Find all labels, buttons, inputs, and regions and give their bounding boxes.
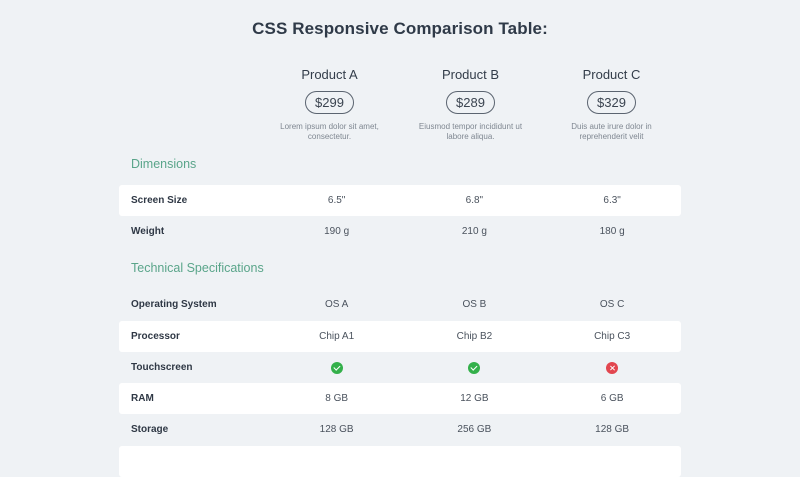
- row-label: Screen Size: [131, 195, 188, 206]
- table-cell: OS B: [462, 299, 487, 310]
- table-row-storage: Storage 128 GB 256 GB 128 GB: [119, 414, 681, 445]
- product-description: Eiusmod tempor incididunt ut labore aliq…: [418, 122, 523, 141]
- price-badge: $299: [305, 91, 354, 114]
- table-row-ram: RAM 8 GB 12 GB 6 GB: [119, 383, 681, 414]
- table-cell: [406, 361, 544, 374]
- table-cell: 180 g: [599, 226, 625, 237]
- section-title-dimensions: Dimensions: [131, 157, 197, 171]
- table-cell: Chip B2: [456, 331, 493, 342]
- product-description: Duis aute irure dolor in reprehenderit v…: [571, 122, 652, 141]
- table-cell: 6.5": [327, 195, 346, 206]
- row-label: Processor: [131, 331, 180, 342]
- table-row-weight: Weight 190 g 210 g 180 g: [119, 216, 681, 247]
- table-cell: 6 GB: [600, 393, 624, 404]
- price-badge: $289: [446, 91, 495, 114]
- table-cell: [268, 361, 406, 374]
- row-label: Operating System: [131, 299, 217, 310]
- table-cell: Chip A1: [319, 331, 355, 342]
- table-row-operating-system: Operating System OS A OS B OS C: [119, 289, 681, 320]
- table-cell: 8 GB: [325, 393, 349, 404]
- cross-icon: [606, 361, 619, 374]
- table-row-screen-size: Screen Size 6.5" 6.8" 6.3": [119, 185, 681, 216]
- product-a-column: Product A $299 Lorem ipsum dolor sit ame…: [259, 66, 400, 142]
- table-cell: OS A: [324, 299, 349, 310]
- table-cell: 190 g: [324, 226, 350, 237]
- row-label: RAM: [131, 393, 154, 404]
- product-b-column: Product B $289 Eiusmod tempor incididunt…: [400, 66, 541, 142]
- table-cell: [543, 361, 681, 374]
- table-cell: 128 GB: [595, 424, 630, 435]
- price-badge: $329: [587, 91, 636, 114]
- table-cell: 128 GB: [319, 424, 354, 435]
- table-row-processor: Processor Chip A1 Chip B2 Chip C3: [119, 321, 681, 352]
- table-cell: 210 g: [461, 226, 487, 237]
- table-cell: 6.8": [465, 195, 484, 206]
- product-name: Product A: [301, 67, 358, 82]
- row-label: Weight: [131, 226, 165, 237]
- table-row-touchscreen: Touchscreen: [119, 352, 681, 383]
- page-title: CSS Responsive Comparison Table:: [252, 19, 548, 38]
- row-label: Touchscreen: [131, 362, 193, 373]
- table-row-next: [119, 446, 681, 477]
- table-cell: 6.3": [603, 195, 621, 206]
- section-title-technical-specifications: Technical Specifications: [131, 261, 264, 275]
- check-icon: [468, 361, 481, 374]
- table-cell: OS C: [599, 299, 625, 310]
- row-label: Storage: [131, 424, 169, 435]
- table-cell: 256 GB: [457, 424, 492, 435]
- product-name: Product B: [441, 67, 500, 82]
- product-header: Product A $299 Lorem ipsum dolor sit ame…: [259, 66, 682, 142]
- product-name: Product C: [582, 67, 641, 82]
- product-description: Lorem ipsum dolor sit amet, consectetur.: [280, 122, 379, 141]
- check-icon: [330, 361, 343, 374]
- table-cell: Chip C3: [594, 331, 631, 342]
- table-cell: 12 GB: [460, 393, 489, 404]
- product-c-column: Product C $329 Duis aute irure dolor in …: [541, 66, 682, 142]
